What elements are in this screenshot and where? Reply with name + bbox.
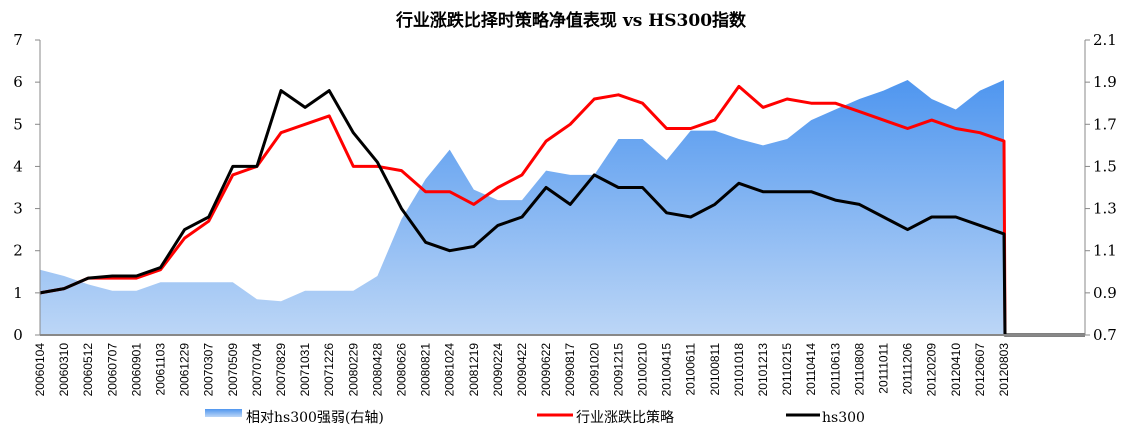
x-axis-tick-label: 20091215 <box>611 343 625 397</box>
series-area-relative-strength <box>40 80 1004 335</box>
legend-swatch-relative <box>205 409 242 417</box>
x-axis-tick-label: 20110613 <box>828 343 842 396</box>
x-axis-tick-label: 20080229 <box>346 343 360 397</box>
x-axis-tick-label: 20100210 <box>636 343 650 397</box>
axes: 0 1 2 3 4 5 6 7 0.7 0.9 1.1 1.3 1.5 1.7 1.9 2.1 20060104… <box>13 31 1117 396</box>
left-axis-tick-label: 5 <box>13 115 23 133</box>
x-axis-tick-label: 20070509 <box>226 343 240 397</box>
x-axis-tick-label: 20090224 <box>491 343 505 397</box>
series-line-hs300 <box>39 89 1085 337</box>
series-line-strategy <box>39 84 1007 336</box>
right-axis-tick-label: 0.9 <box>1093 284 1117 302</box>
x-axis-tick-label: 20120209 <box>925 343 939 397</box>
right-axis-tick-label: 0.7 <box>1093 326 1117 344</box>
x-axis-tick-label: 20110808 <box>852 343 866 396</box>
x-axis-tick-label: 20110215 <box>780 343 794 396</box>
x-axis-tick-label: 20071226 <box>322 343 336 397</box>
left-axis-tick-label: 7 <box>13 31 23 49</box>
right-axis-tick-label: 1.1 <box>1093 242 1117 260</box>
x-axis-tick-label: 20060512 <box>81 343 95 397</box>
x-axis-tick-label: 20090622 <box>539 343 553 397</box>
x-axis-tick-label: 20080821 <box>419 343 433 397</box>
left-axis-tick-label: 4 <box>13 157 23 175</box>
left-axis-tick-label: 2 <box>13 242 23 260</box>
x-axis-tick-label: 20060901 <box>129 343 143 397</box>
x-axis-tick-label: 20070704 <box>250 343 264 397</box>
x-axis-tick-label: 20120410 <box>949 343 963 397</box>
right-axis-tick-label: 1.3 <box>1093 200 1117 218</box>
x-axis-tick-label: 20081024 <box>443 343 457 397</box>
x-axis-tick-label: 20080428 <box>370 343 384 397</box>
x-axis-tick-label: 20081219 <box>467 343 481 397</box>
x-axis-tick-label: 20060310 <box>57 343 71 397</box>
x-axis-tick-label: 20061229 <box>178 343 192 397</box>
right-axis-tick-label: 1.5 <box>1093 157 1117 175</box>
x-axis-tick-label: 20070307 <box>202 343 216 397</box>
x-axis-tick-label: 20071031 <box>298 343 312 397</box>
legend-label-relative: 相对hs300强弱(右轴) <box>246 410 384 426</box>
left-axis-tick-label: 6 <box>13 73 23 91</box>
x-axis-tick-label: 20101213 <box>756 343 770 397</box>
right-axis-tick-label: 1.7 <box>1093 115 1117 133</box>
x-axis-tick-label: 20100415 <box>660 343 674 397</box>
x-axis-tick-label: 20090422 <box>515 343 529 397</box>
x-axis-tick-label: 20080626 <box>395 343 409 397</box>
x-axis-tick-label: 20061103 <box>154 343 168 396</box>
left-axis-tick-label: 1 <box>13 284 23 302</box>
plot-area <box>39 80 1085 337</box>
x-axis-tick-label: 20110414 <box>804 343 818 396</box>
x-axis-tick-label: 20120803 <box>997 343 1011 397</box>
x-axis-tick-label: 20100611 <box>684 343 698 396</box>
x-axis-tick-label: 20111011 <box>877 343 891 394</box>
left-axis-tick-label: 3 <box>13 200 23 218</box>
x-axis-tick-label: 20120607 <box>973 343 987 397</box>
x-axis-tick-label: 20111206 <box>901 343 915 395</box>
x-axis-tick-label: 20101018 <box>732 343 746 397</box>
x-axis-tick-label: 20070829 <box>274 343 288 397</box>
x-axis-tick-label: 20060104 <box>33 343 47 397</box>
x-axis-tick-label: 20100811 <box>708 343 722 396</box>
legend: 相对hs300强弱(右轴) 行业涨跌比策略 hs300 <box>205 409 865 426</box>
x-axis-tick-label: 20090817 <box>563 343 577 397</box>
left-axis-tick-label: 0 <box>13 326 23 344</box>
right-axis-tick-label: 1.9 <box>1093 73 1117 91</box>
legend-label-hs300: hs300 <box>822 410 865 426</box>
x-axis-tick-label: 20091020 <box>587 343 601 397</box>
x-axis-tick-label: 20060707 <box>105 343 119 397</box>
right-axis-tick-label: 2.1 <box>1093 31 1117 49</box>
legend-label-strategy: 行业涨跌比策略 <box>576 409 674 426</box>
chart-title: 行业涨跌比择时策略净值表现 vs HS300指数 <box>395 10 747 31</box>
